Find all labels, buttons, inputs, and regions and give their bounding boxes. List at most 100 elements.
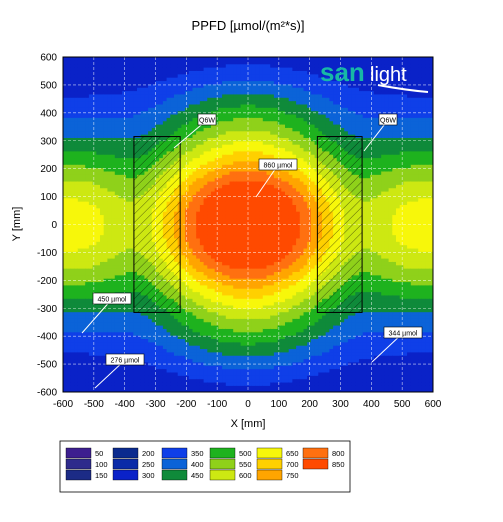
heat-cell [85, 258, 90, 262]
heat-cell [107, 87, 112, 92]
heat-cell [185, 281, 190, 286]
heat-cell [129, 127, 134, 132]
heat-cell [129, 147, 134, 152]
heat-cell [244, 197, 249, 202]
heat-cell [196, 187, 201, 192]
heat-cell [207, 127, 212, 132]
heat-cell [181, 345, 186, 350]
heat-cell [125, 97, 131, 102]
heat-cell [122, 318, 127, 323]
heat-cell [229, 271, 234, 276]
heat-cell [196, 338, 201, 343]
heat-cell [92, 325, 97, 329]
heat-cell [140, 107, 145, 112]
heat-cell [144, 348, 149, 353]
heat-cell [233, 217, 238, 222]
heat-cell [77, 258, 83, 262]
heat-cell [222, 244, 227, 249]
heat-cell [92, 341, 97, 346]
heat-cell [66, 261, 71, 266]
heat-cell [240, 304, 245, 309]
heat-cell [159, 87, 164, 92]
heat-cell [92, 365, 97, 370]
heat-cell [222, 184, 227, 189]
heat-cell [174, 331, 179, 336]
heat-cell [244, 90, 249, 95]
heat-cell [118, 224, 123, 229]
heat-cell [177, 113, 182, 118]
heat-cell [103, 371, 108, 376]
heat-cell [199, 328, 205, 333]
heat-cell [199, 147, 205, 152]
heat-cell [233, 67, 238, 71]
heat-cell [114, 314, 120, 319]
heat-cell [222, 97, 227, 102]
heat-cell [222, 134, 227, 138]
heat-cell [244, 241, 249, 246]
heat-cell [122, 150, 127, 155]
heat-cell [170, 338, 175, 343]
heat-cell [81, 174, 86, 179]
heat-cell [214, 278, 219, 283]
heat-cell [77, 164, 83, 169]
heat-cell [100, 80, 105, 85]
heat-cell [129, 345, 134, 350]
heat-cell [70, 301, 75, 306]
heat-cell [133, 83, 138, 88]
heat-cell [133, 134, 138, 138]
heat-cell [162, 314, 168, 319]
heat-cell [218, 224, 223, 229]
heat-cell [159, 358, 164, 363]
heat-cell [222, 241, 227, 246]
heat-cell [111, 244, 116, 249]
heat-cell [185, 167, 190, 172]
heat-cell [151, 331, 157, 336]
heat-cell [144, 87, 149, 92]
heat-cell [203, 301, 208, 306]
heat-cell [100, 375, 105, 380]
heat-cell [111, 184, 116, 189]
heat-cell [107, 97, 112, 102]
heat-cell [181, 304, 186, 309]
heat-cell [148, 90, 153, 95]
heat-cell [218, 274, 223, 279]
heat-cell [244, 130, 249, 135]
heat-cell [100, 77, 105, 82]
heat-cell [63, 180, 68, 185]
heat-cell [81, 100, 86, 105]
heat-cell [240, 207, 245, 212]
heat-cell [170, 318, 175, 323]
heat-cell [151, 120, 157, 125]
heat-cell [100, 345, 105, 350]
heat-cell [88, 328, 94, 333]
heat-cell [74, 294, 79, 299]
heat-cell [70, 127, 75, 132]
heat-cell [92, 107, 97, 112]
heat-cell [214, 137, 219, 142]
heat-cell [211, 314, 216, 319]
heat-cell [92, 197, 97, 202]
heat-cell [199, 268, 205, 272]
heat-cell [92, 268, 97, 272]
heat-cell [196, 167, 201, 172]
heat-cell [85, 251, 90, 256]
heat-cell [203, 70, 208, 75]
heat-cell [236, 371, 242, 376]
heat-cell [207, 341, 212, 346]
heat-cell [188, 124, 194, 128]
heat-cell [92, 227, 97, 232]
heat-cell [196, 57, 201, 61]
heat-cell [203, 177, 208, 182]
heat-cell [107, 304, 112, 309]
heat-cell [185, 227, 190, 232]
heat-cell [207, 271, 212, 276]
heat-cell [196, 90, 201, 95]
heat-cell [92, 207, 97, 212]
heat-cell [236, 150, 242, 155]
heat-cell [222, 164, 227, 169]
heat-cell [151, 381, 157, 386]
heat-cell [229, 258, 234, 262]
heat-cell [225, 258, 231, 262]
heat-cell [196, 201, 201, 205]
heat-cell [96, 231, 101, 236]
